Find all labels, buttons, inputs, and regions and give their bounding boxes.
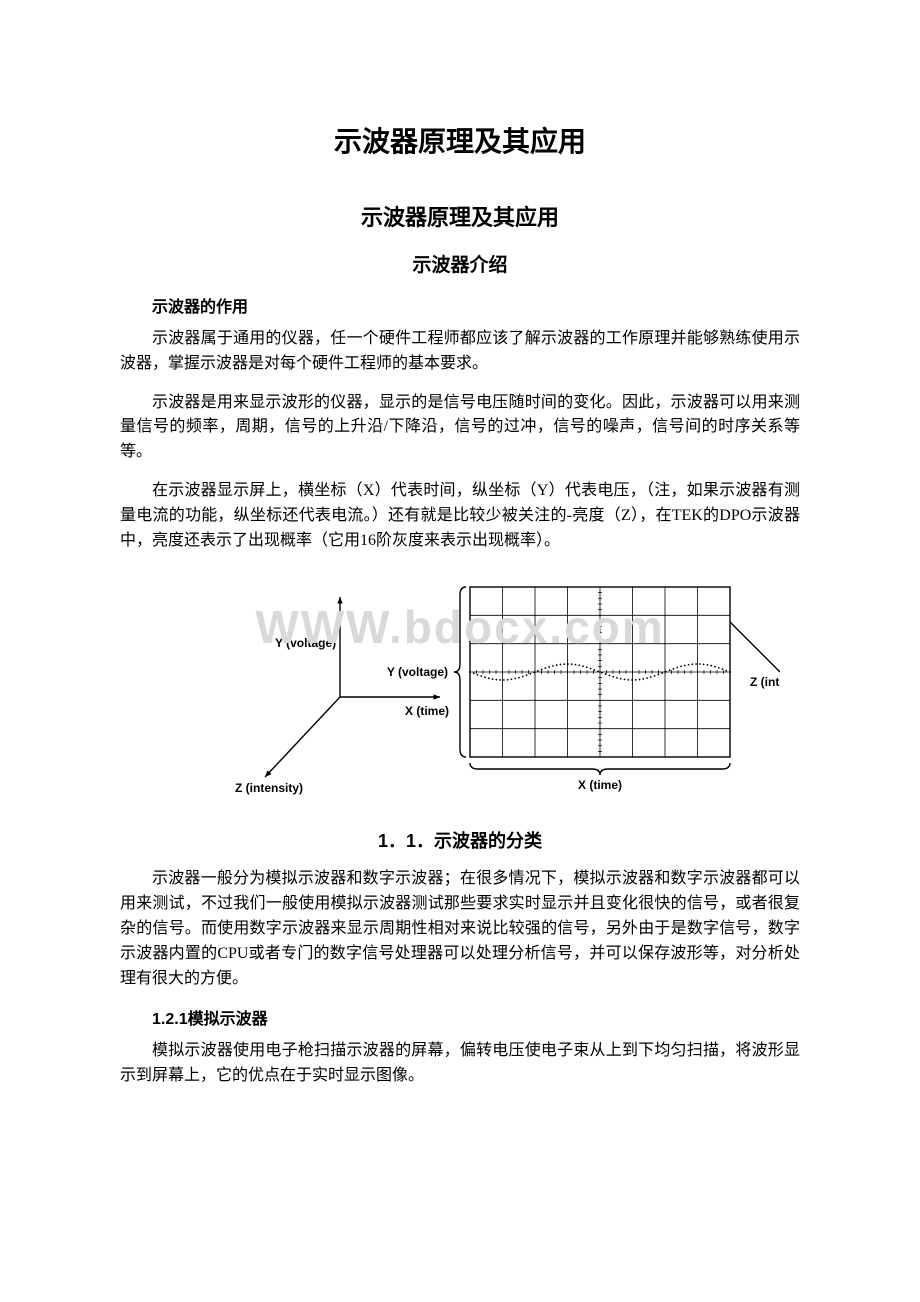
section-title: 示波器介绍 [120, 250, 800, 277]
heading-role: 示波器的作用 [120, 293, 800, 317]
sub-title: 示波器原理及其应用 [120, 200, 800, 232]
svg-text:Y (voltage): Y (voltage) [275, 636, 336, 650]
paragraph: 示波器一般分为模拟示波器和数字示波器；在很多情况下，模拟示波器和数字示波器都可以… [120, 867, 800, 991]
svg-text:X (time): X (time) [405, 704, 449, 718]
paragraph: 模拟示波器使用电子枪扫描示波器的屏幕，偏转电压使电子束从上到下均匀扫描，将波形显… [120, 1039, 800, 1089]
svg-text:X (time): X (time) [578, 778, 622, 792]
xyz-diagram: Y (voltage) X (time) Z (intensity) Y (volta… [120, 567, 800, 807]
svg-text:Z (intensity): Z (intensity) [235, 781, 303, 795]
heading-analog: 1.2.1模拟示波器 [120, 1005, 800, 1029]
paragraph: 示波器属于通用的仪器，任一个硬件工程师都应该了解示波器的工作原理并能够熟练使用示… [120, 327, 800, 377]
paragraph: 示波器是用来显示波形的仪器，显示的是信号电压随时间的变化。因此，示波器可以用来测… [120, 391, 800, 465]
page-title: 示波器原理及其应用 [120, 120, 800, 160]
heading-classification: 1．1．示波器的分类 [120, 827, 800, 853]
paragraph: 在示波器显示屏上，横坐标（X）代表时间，纵坐标（Y）代表电压，（注，如果示波器有… [120, 479, 800, 553]
diagram-svg: Y (voltage) X (time) Z (intensity) Y (volta… [140, 567, 780, 807]
svg-text:Y (voltage): Y (voltage) [387, 665, 448, 679]
svg-text:Z (intensity): Z (intensity) [750, 675, 780, 689]
